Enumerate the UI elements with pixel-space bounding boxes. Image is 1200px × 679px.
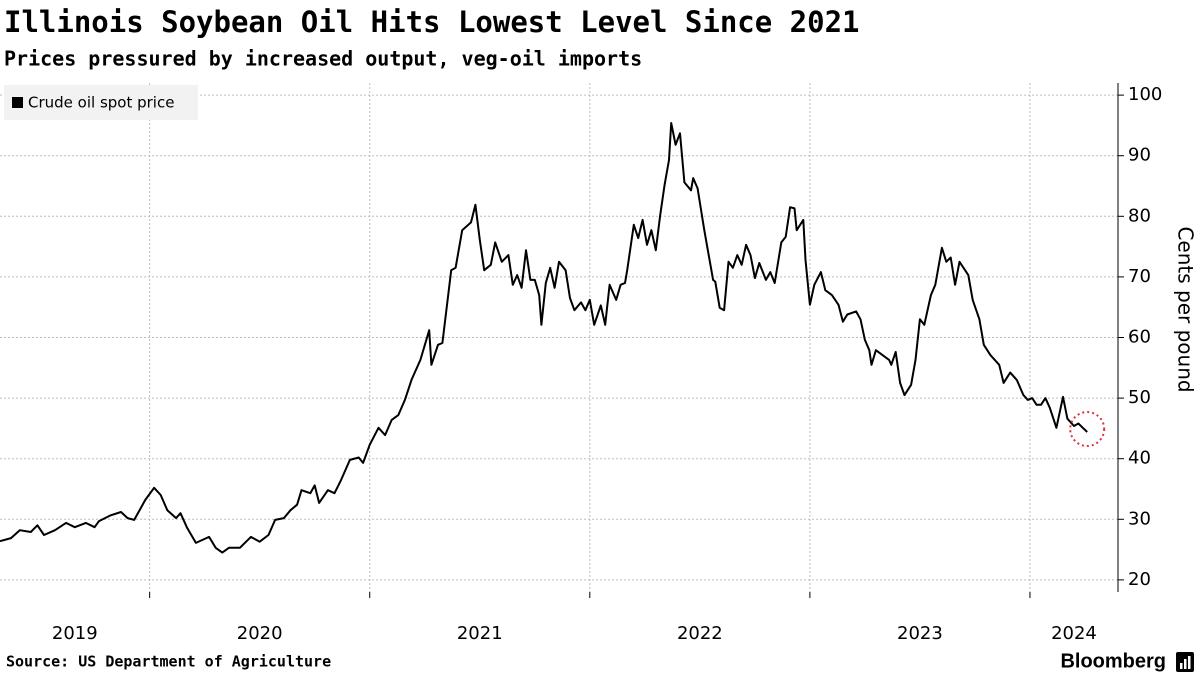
x-tick-label: 2020 [237, 623, 283, 644]
chart-title: Illinois Soybean Oil Hits Lowest Level S… [4, 5, 860, 39]
y-tick-label: 50 [1128, 387, 1151, 408]
y-axis-label: Cents per pound [1174, 226, 1198, 392]
line-series [0, 122, 1088, 554]
brand: Bloomberg [1060, 650, 1166, 672]
y-tick-label: 90 [1128, 145, 1151, 166]
x-tick-label: 2021 [457, 623, 503, 644]
y-tick-label: 40 [1128, 448, 1151, 469]
brand-icon [1176, 652, 1194, 672]
y-tick-label: 20 [1128, 569, 1151, 590]
x-tick-label: 2022 [677, 623, 723, 644]
legend-swatch [12, 97, 23, 108]
source: Source: US Department of Agriculture [6, 653, 331, 671]
x-tick-label: 2024 [1051, 623, 1097, 644]
highlight-circle [1069, 411, 1106, 448]
chart-subtitle: Prices pressured by increased output, ve… [4, 47, 642, 71]
y-tick-label: 100 [1128, 84, 1162, 105]
y-tick-label: 60 [1128, 327, 1151, 348]
x-tick-label: 2019 [52, 623, 98, 644]
y-tick-label: 80 [1128, 205, 1151, 226]
legend-label: Crude oil spot price [28, 94, 174, 112]
y-tick-label: 30 [1128, 508, 1151, 529]
legend-background [4, 85, 198, 120]
x-tick-label: 2023 [897, 623, 943, 644]
legend: Crude oil spot price [4, 85, 198, 120]
y-tick-label: 70 [1128, 266, 1151, 287]
